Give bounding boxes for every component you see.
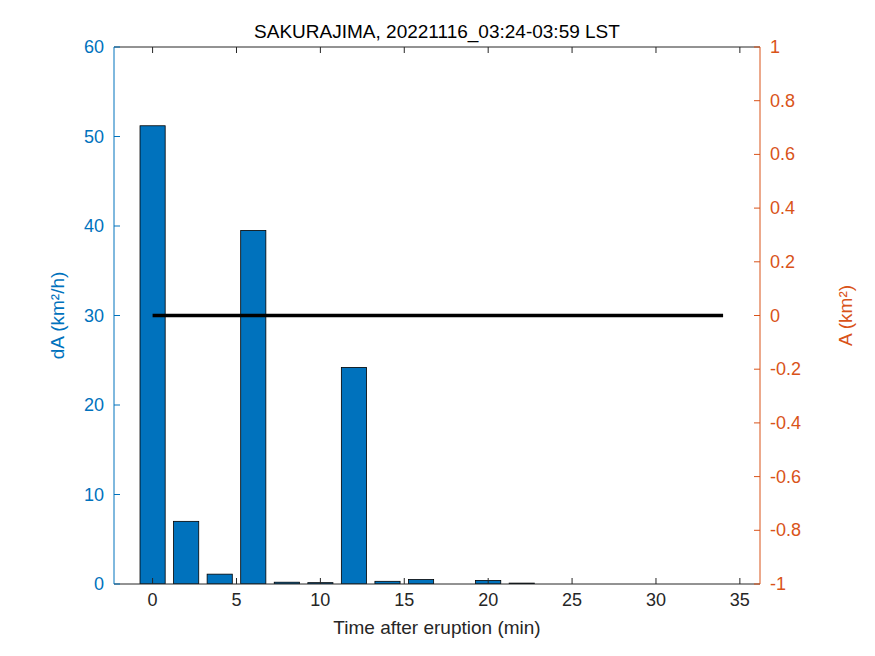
y-tick	[114, 315, 120, 316]
x-tick	[152, 578, 153, 584]
y2-tick-label: -0.2	[770, 359, 801, 379]
bar	[408, 580, 433, 584]
y2-tick-label: 0.6	[770, 144, 795, 164]
y2-tick	[754, 47, 760, 48]
x-tick-label: 10	[310, 590, 330, 610]
x-tick-top	[655, 47, 656, 53]
x-tick-label: 15	[394, 590, 414, 610]
x-tick	[404, 578, 405, 584]
x-tick-label: 5	[231, 590, 241, 610]
y2-tick	[754, 476, 760, 477]
y2-tick-label: -0.8	[770, 520, 801, 540]
y2-tick-label: -1	[770, 574, 786, 594]
y-tick-label: 10	[84, 485, 104, 505]
x-tick-label: 30	[646, 590, 666, 610]
x-tick	[572, 578, 573, 584]
x-tick-top	[488, 47, 489, 53]
background	[0, 0, 875, 656]
y-tick-label: 50	[84, 127, 104, 147]
x-tick	[488, 578, 489, 584]
bar	[341, 367, 366, 584]
y2-tick	[754, 315, 760, 316]
frame-top	[114, 47, 760, 48]
y2-tick-label: 0.4	[770, 198, 795, 218]
y2-tick	[754, 369, 760, 370]
y-tick	[114, 226, 120, 227]
y2-tick	[754, 584, 760, 585]
x-tick	[320, 578, 321, 584]
y-tick	[114, 584, 120, 585]
bar	[207, 574, 232, 584]
x-tick-top	[739, 47, 740, 53]
y-tick-label: 20	[84, 395, 104, 415]
y2-tick	[754, 261, 760, 262]
y-tick	[114, 136, 120, 137]
y-tick	[114, 494, 120, 495]
y2-tick	[754, 154, 760, 155]
y2-tick-label: 0	[770, 306, 780, 326]
y2-tick-label: 0.8	[770, 91, 795, 111]
y2-axis-label: A (km²)	[835, 285, 856, 346]
title: SAKURAJIMA, 20221116_03:24-03:59 LST	[254, 21, 620, 43]
x-tick-label: 35	[730, 590, 750, 610]
x-tick-label: 25	[562, 590, 582, 610]
plot-marks	[140, 126, 723, 584]
x-axis-label: Time after eruption (min)	[333, 617, 540, 638]
y-tick-label: 0	[94, 574, 104, 594]
x-tick	[236, 578, 237, 584]
y-tick-label: 40	[84, 216, 104, 236]
x-tick-top	[572, 47, 573, 53]
x-tick-top	[236, 47, 237, 53]
y2-tick-label: -0.6	[770, 467, 801, 487]
x-tick	[655, 578, 656, 584]
x-tick-top	[152, 47, 153, 53]
bar	[174, 521, 199, 584]
y2-tick	[754, 422, 760, 423]
x-tick-top	[404, 47, 405, 53]
x-tick-top	[320, 47, 321, 53]
chart: 051015202530350102030405060-1-0.8-0.6-0.…	[0, 0, 875, 656]
y-tick	[114, 405, 120, 406]
x-axis	[114, 584, 760, 585]
y2-tick-label: -0.4	[770, 413, 801, 433]
x-tick-label: 20	[478, 590, 498, 610]
y2-tick-label: 0.2	[770, 252, 795, 272]
bar	[140, 126, 165, 584]
y2-tick-label: 1	[770, 37, 780, 57]
y-axis-label: dA (km²/h)	[47, 272, 68, 360]
line	[153, 314, 723, 318]
y2-tick	[754, 100, 760, 101]
bar	[241, 230, 266, 584]
y2-tick	[754, 208, 760, 209]
y-tick-label: 30	[84, 306, 104, 326]
x-tick	[739, 578, 740, 584]
y2-tick	[754, 530, 760, 531]
x-tick-label: 0	[148, 590, 158, 610]
y-tick-label: 60	[84, 37, 104, 57]
y-tick	[114, 47, 120, 48]
